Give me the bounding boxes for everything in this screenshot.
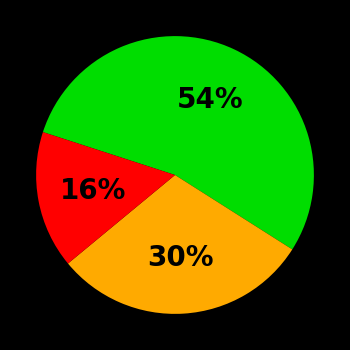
Text: 54%: 54%: [177, 86, 244, 114]
Wedge shape: [68, 175, 292, 314]
Wedge shape: [36, 132, 175, 264]
Text: 30%: 30%: [147, 244, 214, 272]
Wedge shape: [43, 36, 314, 250]
Text: 16%: 16%: [60, 177, 126, 205]
